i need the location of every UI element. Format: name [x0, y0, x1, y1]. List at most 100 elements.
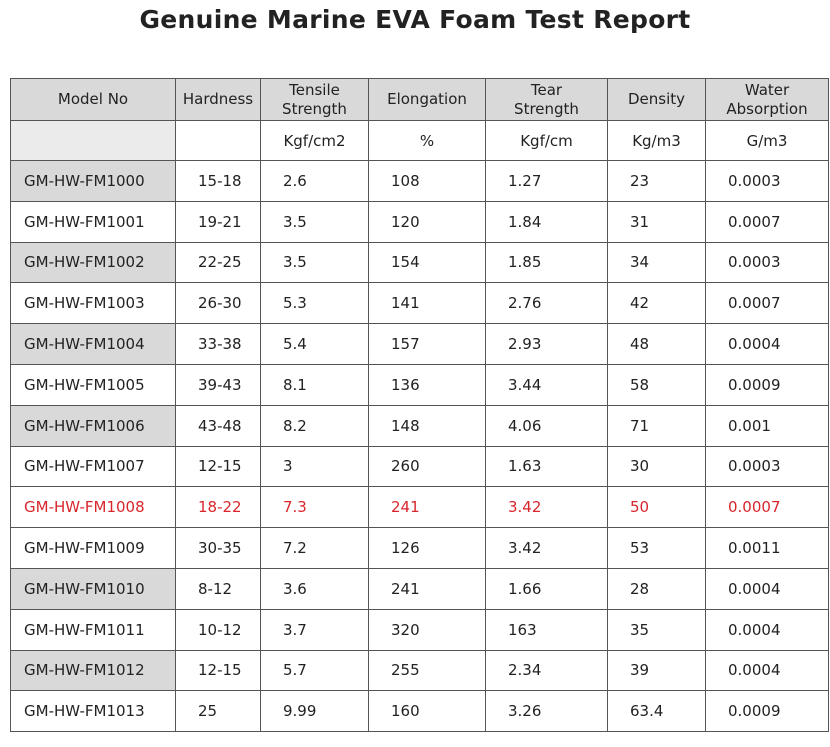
value-cell: 42: [607, 282, 706, 325]
value-cell: 148: [368, 404, 486, 447]
value-cell: 18-22: [175, 486, 261, 529]
data-row: GM-HW-FM1000 15-18 2.6 108 1.27 23 0.0003: [10, 160, 829, 202]
value-cell: 1.27: [485, 160, 608, 202]
value-cell: 1.66: [485, 567, 608, 610]
model-cell: GM-HW-FM1010: [10, 567, 176, 610]
unit-cell: %: [368, 120, 486, 161]
value-cell: 10-12: [175, 608, 261, 651]
value-cell: 0.0004: [705, 567, 829, 610]
model-cell: GM-HW-FM1013: [10, 690, 176, 733]
value-cell: 3.42: [485, 527, 608, 569]
model-cell: GM-HW-FM1012: [10, 649, 176, 692]
model-cell: GM-HW-FM1005: [10, 363, 176, 406]
value-cell: 320: [368, 608, 486, 651]
value-cell: 9.99: [260, 690, 369, 733]
value-cell: 5.3: [260, 282, 369, 325]
value-cell: 1.63: [485, 445, 608, 488]
model-cell: GM-HW-FM1004: [10, 323, 176, 365]
value-cell: 3.7: [260, 608, 369, 651]
value-cell: 3.26: [485, 690, 608, 733]
data-row: GM-HW-FM1001 19-21 3.5 120 1.84 31 0.0007: [10, 200, 829, 243]
value-cell: 63.4: [607, 690, 706, 733]
value-cell: 108: [368, 160, 486, 202]
value-cell: 120: [368, 200, 486, 243]
value-cell: 35: [607, 608, 706, 651]
value-cell: 23: [607, 160, 706, 202]
report-title: Genuine Marine EVA Foam Test Report: [139, 5, 691, 34]
column-header: Water Absorption: [705, 78, 829, 121]
column-header: Model No: [10, 78, 176, 121]
column-header: Elongation: [368, 78, 486, 121]
model-cell: GM-HW-FM1009: [10, 527, 176, 569]
value-cell: 22-25: [175, 241, 261, 284]
value-cell: 3.5: [260, 200, 369, 243]
value-cell: 154: [368, 241, 486, 284]
value-cell: 43-48: [175, 404, 261, 447]
value-cell: 260: [368, 445, 486, 488]
value-cell: 163: [485, 608, 608, 651]
value-cell: 0.0011: [705, 527, 829, 569]
model-cell: GM-HW-FM1011: [10, 608, 176, 651]
value-cell: 1.85: [485, 241, 608, 284]
data-row: GM-HW-FM1006 43-48 8.2 148 4.06 71 0.001: [10, 404, 829, 447]
value-cell: 5.4: [260, 323, 369, 365]
value-cell: 3.42: [485, 486, 608, 529]
unit-cell: Kgf/cm: [485, 120, 608, 161]
value-cell: 39-43: [175, 363, 261, 406]
data-row: GM-HW-FM1012 12-15 5.7 255 2.34 39 0.0004: [10, 649, 829, 692]
value-cell: 3.6: [260, 567, 369, 610]
value-cell: 8-12: [175, 567, 261, 610]
model-cell: GM-HW-FM1000: [10, 160, 176, 202]
value-cell: 8.1: [260, 363, 369, 406]
value-cell: 12-15: [175, 445, 261, 488]
unit-row: Kgf/cm2% Kgf/cm Kg/m3 G/m3: [10, 120, 829, 161]
value-cell: 0.0004: [705, 323, 829, 365]
value-cell: 141: [368, 282, 486, 325]
value-cell: 39: [607, 649, 706, 692]
value-cell: 2.93: [485, 323, 608, 365]
value-cell: 3.44: [485, 363, 608, 406]
column-header: Hardness: [175, 78, 261, 121]
data-row: GM-HW-FM1005 39-43 8.1 136 3.44 58 0.0009: [10, 363, 829, 406]
value-cell: 8.2: [260, 404, 369, 447]
data-row: GM-HW-FM1007 12-15 3 260 1.63 30 0.0003: [10, 445, 829, 488]
header-row: Model No Hardness Tensile Strength Elongati…: [10, 78, 829, 121]
value-cell: 19-21: [175, 200, 261, 243]
value-cell: 25: [175, 690, 261, 733]
data-row: GM-HW-FM1013 25 9.99 160 3.26 63.4 0.0009: [10, 690, 829, 733]
data-row: GM-HW-FM1010 8-12 3.6 241 1.66 28 0.0004: [10, 567, 829, 610]
value-cell: 7.3: [260, 486, 369, 529]
test-table: Model No Hardness Tensile Strength Elongati…: [10, 78, 829, 733]
value-cell: 71: [607, 404, 706, 447]
value-cell: 241: [368, 567, 486, 610]
model-cell: GM-HW-FM1008: [10, 486, 176, 529]
unit-cell: Kgf/cm2: [260, 120, 369, 161]
value-cell: 0.0007: [705, 282, 829, 325]
value-cell: 28: [607, 567, 706, 610]
value-cell: 0.0009: [705, 363, 829, 406]
column-header: Density: [607, 78, 706, 121]
unit-cell: Kg/m3: [607, 120, 706, 161]
data-row: GM-HW-FM1009 30-35 7.2 126 3.42 53 0.0011: [10, 527, 829, 569]
value-cell: 30-35: [175, 527, 261, 569]
value-cell: 26-30: [175, 282, 261, 325]
table-body: Model No Hardness Tensile Strength Elongati…: [10, 78, 829, 733]
value-cell: 4.06: [485, 404, 608, 447]
value-cell: 3.5: [260, 241, 369, 284]
data-row: GM-HW-FM1011 10-12 3.7 320 163 35 0.0004: [10, 608, 829, 651]
data-row: GM-HW-FM1008 18-22 7.3 241 3.42 50 0.0007: [10, 486, 829, 529]
value-cell: 2.76: [485, 282, 608, 325]
value-cell: 157: [368, 323, 486, 365]
data-row: GM-HW-FM1004 33-38 5.4 157 2.93 48 0.0004: [10, 323, 829, 365]
value-cell: 50: [607, 486, 706, 529]
column-header: Tensile Strength: [260, 78, 369, 121]
value-cell: 0.0009: [705, 690, 829, 733]
empty-cell: [10, 120, 176, 161]
value-cell: 136: [368, 363, 486, 406]
model-cell: GM-HW-FM1006: [10, 404, 176, 447]
value-cell: 255: [368, 649, 486, 692]
value-cell: 12-15: [175, 649, 261, 692]
value-cell: 53: [607, 527, 706, 569]
model-cell: GM-HW-FM1007: [10, 445, 176, 488]
